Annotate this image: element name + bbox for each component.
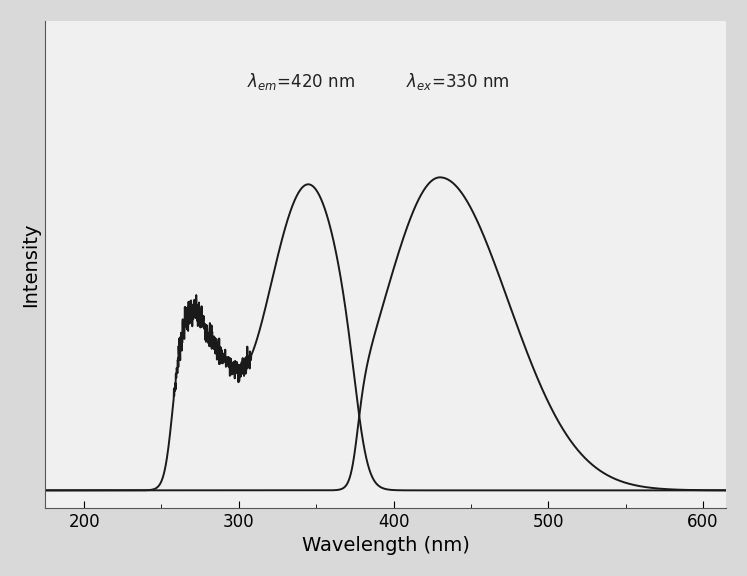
X-axis label: Wavelength (nm): Wavelength (nm) xyxy=(302,536,470,555)
Y-axis label: Intensity: Intensity xyxy=(21,222,40,306)
Text: $\lambda_{em}$=420 nm: $\lambda_{em}$=420 nm xyxy=(247,71,355,92)
Text: $\lambda_{ex}$=330 nm: $\lambda_{ex}$=330 nm xyxy=(406,71,509,92)
